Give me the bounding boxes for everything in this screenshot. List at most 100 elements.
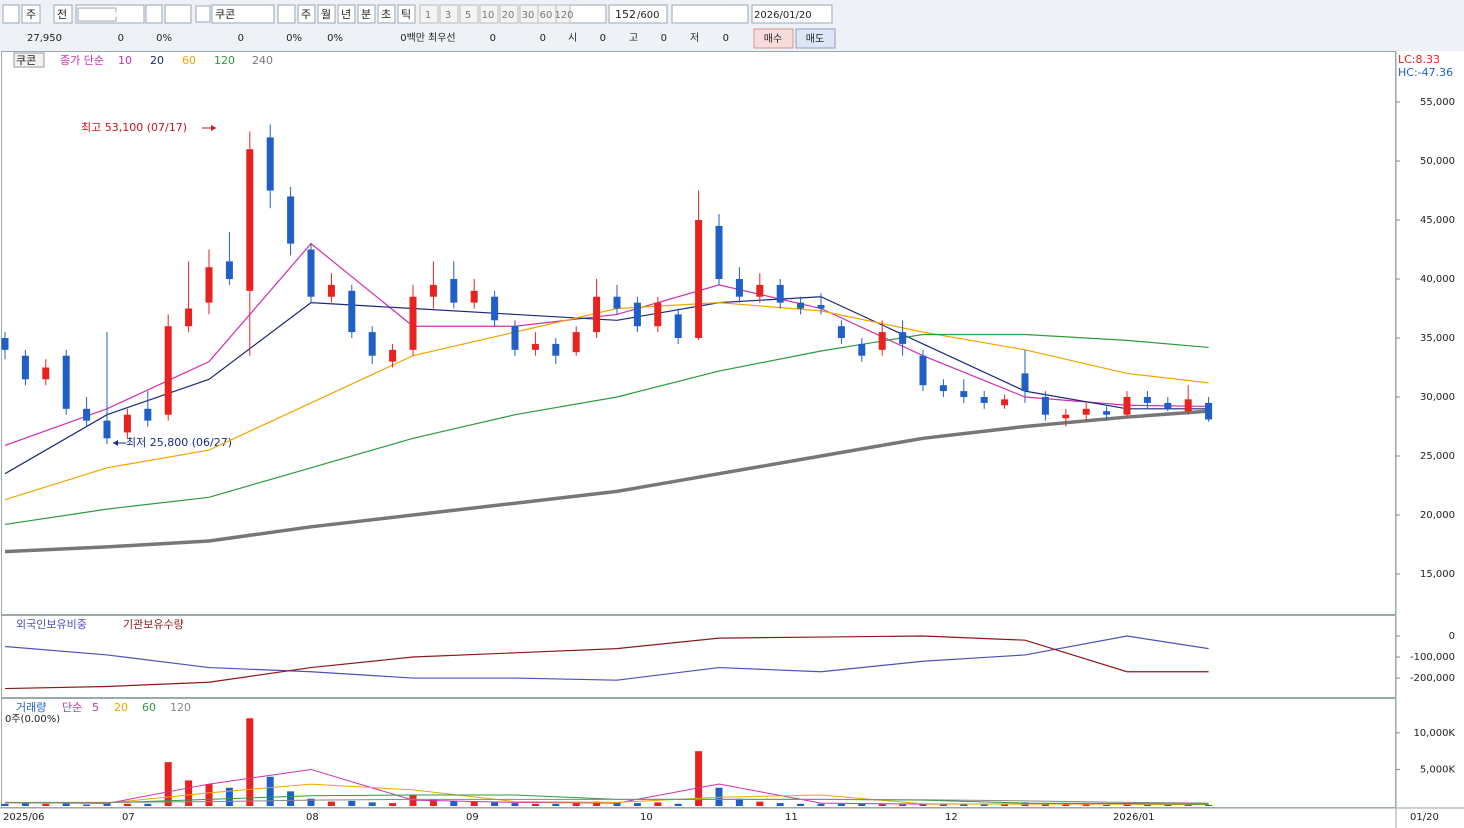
unit-button[interactable] xyxy=(317,4,336,24)
volume-bar xyxy=(817,803,825,806)
toolbar: 주 전 294570 신 쿠콘 152 /600 2026/01/20 xyxy=(2,4,833,24)
period-type-box[interactable] xyxy=(21,4,41,24)
candle-body xyxy=(246,149,254,291)
buy-button[interactable] xyxy=(753,28,794,49)
candle-body xyxy=(83,408,91,421)
legend-entry: 240 xyxy=(252,54,273,67)
candle-body xyxy=(348,290,356,333)
volume-bar xyxy=(62,803,70,806)
minute: 20 xyxy=(502,10,515,21)
y-tick-label: 40,000 xyxy=(1420,274,1455,285)
unit: 주 xyxy=(301,8,311,21)
volume-bar xyxy=(919,804,927,806)
unit-button[interactable] xyxy=(377,4,396,24)
candle-body xyxy=(1103,411,1111,415)
volume-bar xyxy=(531,803,539,806)
legend-entry: 기관보유수량 xyxy=(123,618,184,631)
volume: 0 xyxy=(238,33,244,44)
sound-button[interactable] xyxy=(164,4,192,24)
legend-entry: 5 xyxy=(92,701,99,714)
search-button[interactable] xyxy=(145,4,163,24)
candle-body xyxy=(1205,402,1213,420)
dropdown[interactable] xyxy=(569,4,607,24)
sell-button[interactable] xyxy=(795,28,836,49)
unit-button[interactable] xyxy=(357,4,376,24)
candle-body xyxy=(837,326,845,339)
candle-body xyxy=(531,343,539,350)
count-box[interactable] xyxy=(608,4,668,24)
legend-entry: 120 xyxy=(170,701,191,714)
candle-body xyxy=(899,332,907,344)
legend-entry: 120 xyxy=(214,54,235,67)
unit: 월 xyxy=(321,8,331,21)
stock-name: 쿠콘 xyxy=(215,8,235,21)
volume-bar xyxy=(1082,804,1090,806)
candle-body xyxy=(123,414,131,433)
volume-bar xyxy=(185,780,193,806)
minute-button[interactable] xyxy=(555,4,571,24)
volume-bar xyxy=(797,803,805,806)
candle-body xyxy=(164,326,172,415)
candle-body xyxy=(185,308,193,327)
candle-body xyxy=(593,296,601,333)
volume-bar xyxy=(1143,804,1151,806)
candle-body xyxy=(205,267,213,303)
volume-bar xyxy=(123,803,131,806)
x-tick-label: 12 xyxy=(945,812,958,823)
unit-button[interactable] xyxy=(337,4,356,24)
new-badge: 신 xyxy=(198,8,208,21)
y-tick-label: 50,000 xyxy=(1420,156,1455,167)
candle-body xyxy=(776,284,784,303)
compare-box[interactable] xyxy=(53,4,73,24)
volume-bar xyxy=(205,784,213,806)
minute-button[interactable] xyxy=(459,4,479,24)
volume-bar xyxy=(756,801,764,806)
high-label: 고 xyxy=(629,33,638,44)
candle-body xyxy=(1,338,9,350)
rate2: 0% xyxy=(327,33,343,44)
minute-button[interactable] xyxy=(499,4,519,24)
candle-body xyxy=(62,355,70,409)
volume-bar xyxy=(307,798,315,806)
unit-button[interactable] xyxy=(297,4,316,24)
icon-button[interactable] xyxy=(2,4,20,24)
volume-bar xyxy=(1123,804,1131,806)
minute-button[interactable] xyxy=(439,4,459,24)
volume-bar xyxy=(613,802,621,806)
candle-body xyxy=(21,355,29,380)
legend-entry: 20 xyxy=(150,54,164,67)
open-label: 시 xyxy=(568,32,577,44)
unit: 일 xyxy=(281,7,291,21)
x-tick-label: 10 xyxy=(640,812,653,823)
candle-body xyxy=(1062,414,1070,419)
candle-body xyxy=(980,397,988,403)
candle-body xyxy=(939,385,947,392)
volume-bar xyxy=(83,804,91,806)
candle-body xyxy=(797,302,805,309)
candle-body xyxy=(389,349,397,362)
minute-button[interactable] xyxy=(479,4,499,24)
unit-button[interactable] xyxy=(397,4,416,24)
volume-bar xyxy=(511,803,519,806)
y-tick-label: 25,000 xyxy=(1420,451,1455,462)
best-bid: 0 xyxy=(540,33,546,44)
volume-bar xyxy=(144,803,152,806)
unit-selected[interactable] xyxy=(277,4,296,24)
legend-entry: 60 xyxy=(142,701,156,714)
candle-body xyxy=(858,343,866,356)
minute: 30 xyxy=(522,10,535,21)
name-box[interactable] xyxy=(211,4,275,24)
y-tick-label: -100,000 xyxy=(1410,652,1455,663)
minute-button[interactable] xyxy=(419,4,439,24)
minute: 120 xyxy=(554,10,573,21)
volume-prefix: 단순 xyxy=(62,701,82,714)
volume-bar xyxy=(552,803,560,806)
arrowhead xyxy=(211,125,216,131)
code-highlight xyxy=(77,7,117,22)
volume-bar xyxy=(858,803,866,806)
candle-body xyxy=(368,332,376,356)
date-box[interactable] xyxy=(751,4,833,24)
tool-buttons[interactable] xyxy=(671,4,749,24)
